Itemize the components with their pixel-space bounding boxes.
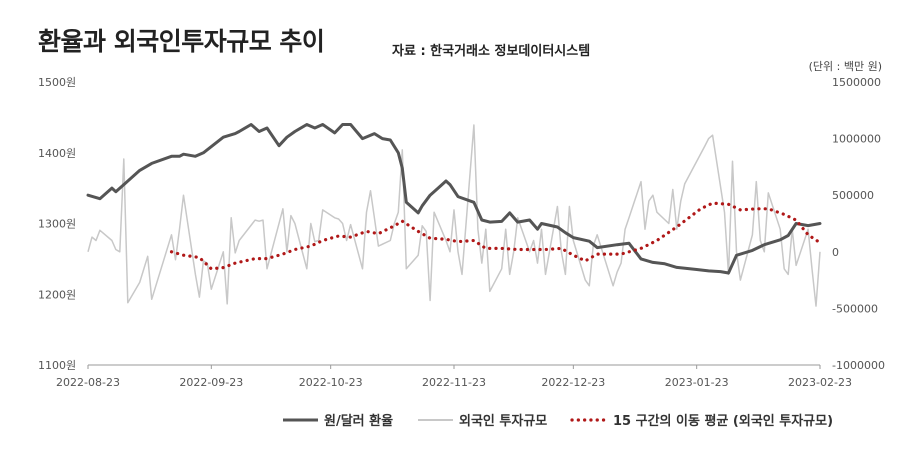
right-axis-tick-label: 0 — [832, 246, 839, 259]
legend-item-1: 원/달러 환율 — [283, 413, 393, 429]
legend-label: 원/달러 환율 — [324, 413, 393, 429]
legend-item-3: 15 구간의 이동 평균 (외국인 투자규모) — [570, 413, 833, 429]
left-axis-tick-label: 1300원 — [38, 218, 76, 231]
legend-label: 외국인 투자규모 — [459, 413, 547, 429]
right-axis-tick-label: 500000 — [832, 189, 874, 202]
foreign-investment-line — [87, 124, 821, 307]
left-axis-tick-label: 1200원 — [38, 288, 76, 301]
chart-title: 환율과 외국인투자규모 추이 — [38, 27, 325, 56]
exchange-rate-line — [86, 123, 822, 275]
right-axis-tick-label: 1000000 — [832, 133, 881, 146]
right-axis-tick-label: 1500000 — [832, 76, 881, 89]
x-tick-labels: 2022-08-23 2022-09-23 2022-10-23 2022-11-23… — [56, 365, 852, 389]
left-axis-tick-labels: 1500원 1400원 1300원 1200원 1100원 — [38, 76, 76, 372]
series-1 — [86, 123, 822, 275]
legend: 원/달러 환율 외국인 투자규모 15 구간의 이동 평균 (외국인 투자규모) — [283, 413, 833, 429]
series-layer — [86, 123, 822, 307]
x-tick-label: 2022-08-23 — [56, 376, 120, 389]
chart-source: 자료 : 한국거래소 정보데이터시스템 — [392, 44, 591, 59]
legend-label: 15 구간의 이동 평균 (외국인 투자규모) — [613, 413, 833, 429]
x-tick-label: 2023-02-23 — [788, 376, 852, 389]
left-axis-tick-label: 1500원 — [38, 76, 76, 89]
legend-item-2: 외국인 투자규모 — [418, 413, 547, 429]
moving-average-line — [169, 201, 822, 271]
right-axis-tick-label: -500000 — [832, 302, 878, 315]
unit-note: (단위 : 백만 원) — [808, 60, 882, 73]
x-tick-label: 2022-12-23 — [541, 376, 605, 389]
right-axis-tick-labels: 1500000 1000000 500000 0 -500000 -1000000 — [832, 76, 885, 372]
series-3 — [169, 201, 822, 271]
x-tick-label: 2023-01-23 — [665, 376, 729, 389]
series-2 — [87, 124, 821, 307]
x-tick-label: 2022-09-23 — [179, 376, 243, 389]
x-tick-label: 2022-11-23 — [422, 376, 486, 389]
left-axis-tick-label: 1100원 — [38, 359, 76, 372]
left-axis-tick-label: 1400원 — [38, 147, 76, 160]
x-tick-label: 2022-10-23 — [299, 376, 363, 389]
right-axis-tick-label: -1000000 — [832, 359, 885, 372]
